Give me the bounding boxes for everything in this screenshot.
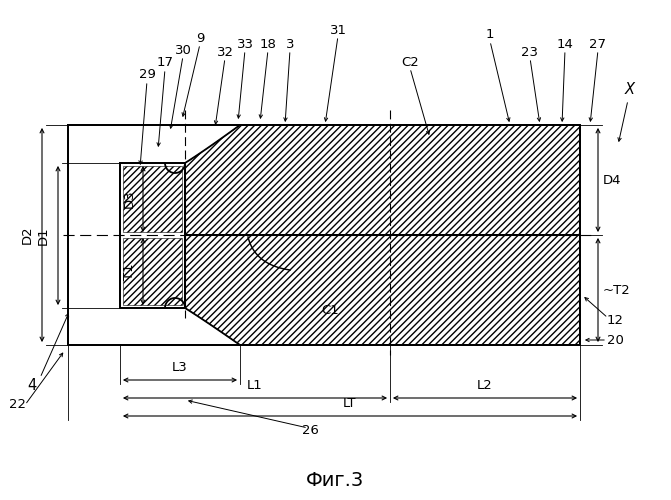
Text: 32: 32: [217, 46, 234, 59]
Text: 23: 23: [521, 46, 539, 59]
Text: L3: L3: [172, 361, 188, 374]
Text: L2: L2: [477, 379, 493, 392]
Text: T1: T1: [123, 263, 136, 280]
Text: C2: C2: [401, 56, 419, 68]
Polygon shape: [68, 125, 120, 345]
Text: 30: 30: [174, 44, 191, 57]
Text: 29: 29: [139, 68, 156, 82]
Text: D4: D4: [603, 174, 621, 186]
Text: X: X: [625, 82, 635, 98]
Polygon shape: [185, 125, 580, 235]
Text: 18: 18: [260, 38, 276, 51]
Text: C1: C1: [321, 304, 339, 316]
Text: 3: 3: [286, 38, 295, 51]
Text: 26: 26: [301, 424, 319, 436]
Text: D2: D2: [21, 226, 34, 244]
Text: ~T2: ~T2: [603, 284, 631, 296]
Text: 14: 14: [556, 38, 574, 51]
Text: 22: 22: [9, 398, 26, 411]
Text: 31: 31: [329, 24, 346, 36]
Text: 27: 27: [590, 38, 607, 51]
Text: Фиг.3: Фиг.3: [306, 470, 364, 490]
Polygon shape: [120, 125, 185, 163]
Text: 12: 12: [607, 314, 624, 326]
Text: 9: 9: [196, 32, 204, 44]
Text: D1: D1: [37, 226, 50, 245]
Text: 20: 20: [607, 334, 624, 346]
Text: 17: 17: [156, 56, 174, 70]
Text: LT: LT: [344, 397, 357, 410]
Text: 33: 33: [236, 38, 254, 51]
Text: D3: D3: [123, 190, 136, 208]
Text: 1: 1: [486, 28, 495, 42]
Text: 4: 4: [28, 378, 37, 392]
Polygon shape: [185, 235, 580, 345]
Polygon shape: [120, 308, 185, 345]
Text: L1: L1: [247, 379, 263, 392]
